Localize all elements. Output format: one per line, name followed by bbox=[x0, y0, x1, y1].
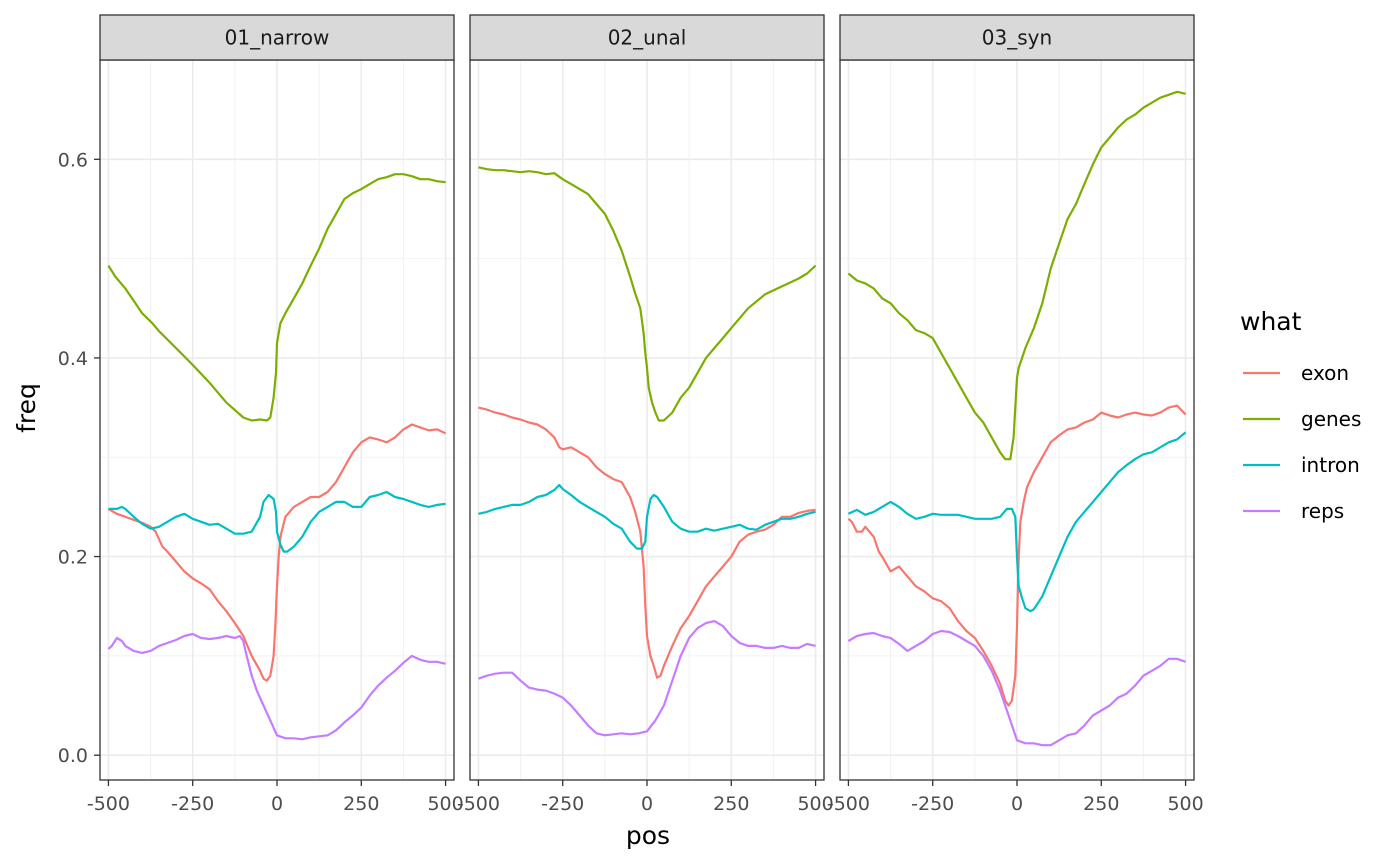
facet-strip-label: 02_unal bbox=[608, 26, 687, 50]
y-tick-label: 0.6 bbox=[58, 149, 88, 171]
panel-03_syn: 03_syn -500 -250 0 250 500 bbox=[827, 14, 1204, 815]
series-line-exon bbox=[847, 404, 1187, 707]
y-axis-title: freq bbox=[12, 383, 41, 433]
legend: what exon genes intron reps bbox=[1240, 307, 1361, 523]
x-tick-label: -500 bbox=[827, 793, 870, 815]
x-tick-label: 0 bbox=[641, 793, 653, 815]
legend-label-genes: genes bbox=[1301, 407, 1361, 431]
facet-strip bbox=[99, 14, 455, 61]
series-line-genes bbox=[478, 166, 817, 422]
facet-strip-label: 01_narrow bbox=[225, 26, 330, 50]
series-line-exon bbox=[478, 406, 816, 679]
series-line-intron bbox=[108, 490, 446, 553]
series-line-intron bbox=[847, 431, 1187, 613]
x-tick-label: 0 bbox=[1011, 793, 1023, 815]
y-tick-label: 0.4 bbox=[58, 348, 88, 370]
x-tick-label: 250 bbox=[343, 793, 379, 815]
panel-02_unal: 02_unal -500 -250 0 250 500 bbox=[457, 14, 834, 815]
facet-strip bbox=[839, 14, 1195, 61]
x-tick-label: 250 bbox=[713, 793, 749, 815]
y-axis: 0.0 0.2 0.4 0.6 bbox=[58, 149, 100, 767]
x-tick-label: 250 bbox=[1083, 793, 1119, 815]
y-tick-label: 0.2 bbox=[58, 547, 88, 569]
y-tick-label: 0.0 bbox=[58, 745, 88, 767]
x-tick-label: -500 bbox=[457, 793, 500, 815]
facet-strip bbox=[469, 14, 825, 61]
legend-entries: exon genes intron reps bbox=[1243, 361, 1361, 523]
series-line-genes bbox=[847, 90, 1186, 461]
series-line-reps bbox=[847, 629, 1186, 747]
series-line-reps bbox=[107, 632, 446, 741]
x-tick-label: 500 bbox=[427, 793, 463, 815]
panel-01_narrow: 01_narrow -500 -250 0 250 500 bbox=[87, 14, 464, 815]
series-line-reps bbox=[478, 620, 816, 737]
legend-label-exon: exon bbox=[1301, 361, 1349, 385]
legend-label-reps: reps bbox=[1301, 499, 1344, 523]
x-tick-label: 0 bbox=[271, 793, 283, 815]
x-tick-label: -250 bbox=[911, 793, 954, 815]
x-tick-label: -250 bbox=[171, 793, 214, 815]
series-line-exon bbox=[107, 423, 447, 682]
facet-strip-label: 03_syn bbox=[982, 26, 1052, 50]
x-tick-label: -250 bbox=[541, 793, 584, 815]
legend-title: what bbox=[1240, 307, 1302, 336]
x-tick-label: 500 bbox=[1167, 793, 1203, 815]
x-tick-label: -500 bbox=[87, 793, 130, 815]
x-axis-title: pos bbox=[626, 821, 670, 850]
series-line-genes bbox=[107, 173, 446, 422]
legend-label-intron: intron bbox=[1301, 453, 1360, 477]
series-line-intron bbox=[478, 483, 816, 550]
x-tick-label: 500 bbox=[797, 793, 833, 815]
